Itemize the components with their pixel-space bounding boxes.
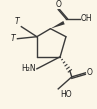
Polygon shape xyxy=(50,21,65,29)
Text: HO: HO xyxy=(60,90,72,99)
Text: O: O xyxy=(56,0,62,9)
Text: T: T xyxy=(15,17,19,26)
Text: H₂N: H₂N xyxy=(21,64,36,73)
Text: T: T xyxy=(11,34,16,43)
Text: O: O xyxy=(86,68,92,77)
Text: OH: OH xyxy=(81,14,92,23)
